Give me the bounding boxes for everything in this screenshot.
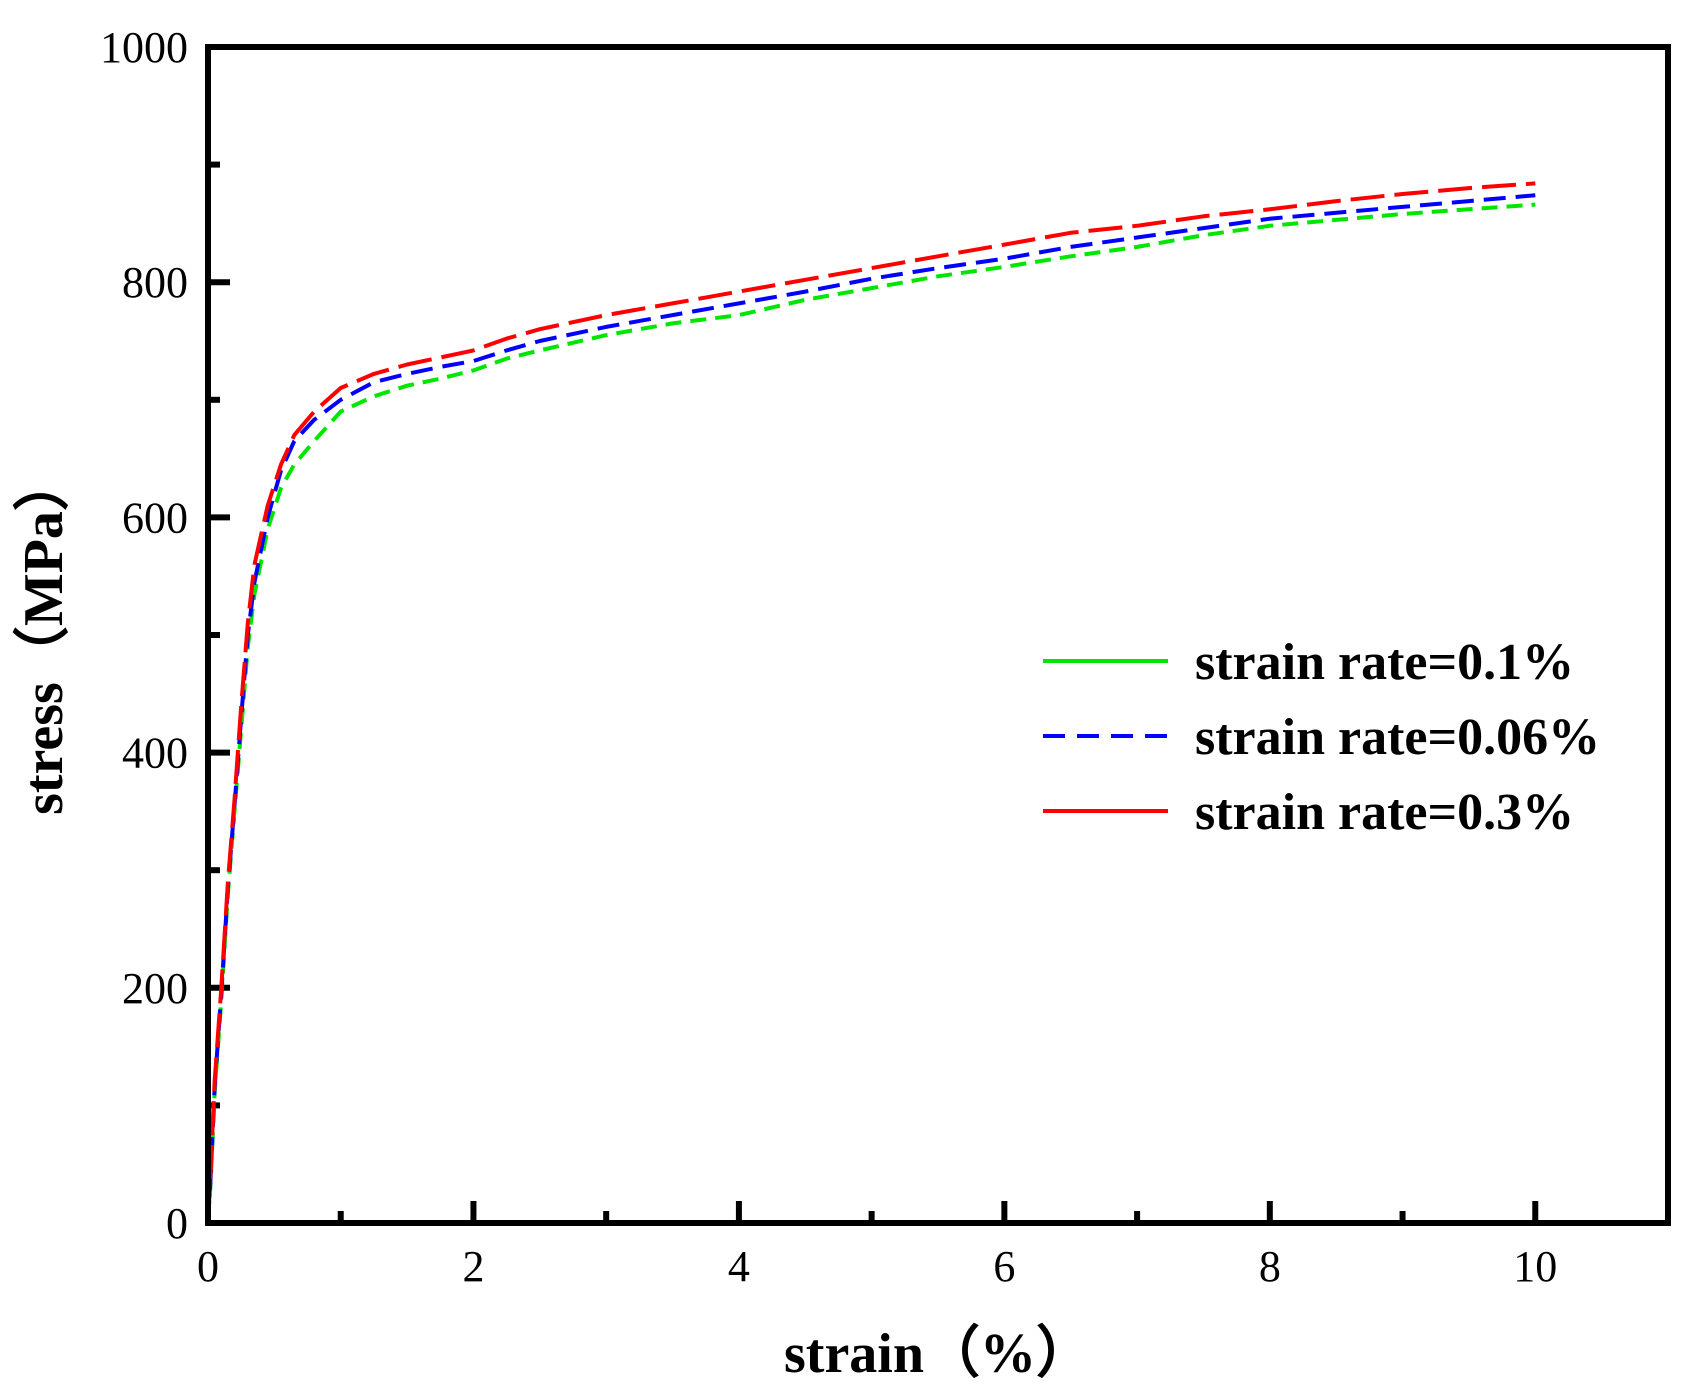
y-tick-label: 0 — [166, 1199, 188, 1248]
y-tick-label: 1000 — [100, 23, 188, 72]
x-tick-label: 0 — [197, 1242, 219, 1291]
legend: strain rate=0.1% strain rate=0.06% strai… — [1043, 634, 1600, 841]
x-tick-label: 8 — [1259, 1242, 1281, 1291]
x-tick-label: 6 — [993, 1242, 1015, 1291]
series-line-0 — [206, 202, 1536, 1224]
y-tick-label: 200 — [122, 964, 188, 1013]
x-tick-label: 4 — [728, 1242, 750, 1291]
y-tick-label: 800 — [122, 258, 188, 307]
axis-ticks — [208, 161, 1539, 1223]
series-lines — [206, 181, 1536, 1224]
x-tick-labels: 0 2 4 6 8 10 — [197, 1242, 1557, 1291]
x-tick-label: 2 — [462, 1242, 484, 1291]
y-tick-label: 400 — [122, 729, 188, 778]
x-tick-label: 10 — [1513, 1242, 1557, 1291]
legend-label-2: strain rate=0.3% — [1195, 784, 1574, 841]
legend-label-0: strain rate=0.1% — [1195, 634, 1574, 691]
y-axis-title: stress（MPa） — [12, 455, 75, 815]
y-tick-labels: 0 200 400 600 800 1000 — [100, 23, 188, 1248]
plot-frame — [205, 44, 1671, 1226]
series-line-2 — [206, 181, 1536, 1224]
y-tick-label: 600 — [122, 493, 188, 542]
legend-label-1: strain rate=0.06% — [1195, 709, 1600, 766]
x-axis-title: strain（%） — [784, 1322, 1092, 1385]
